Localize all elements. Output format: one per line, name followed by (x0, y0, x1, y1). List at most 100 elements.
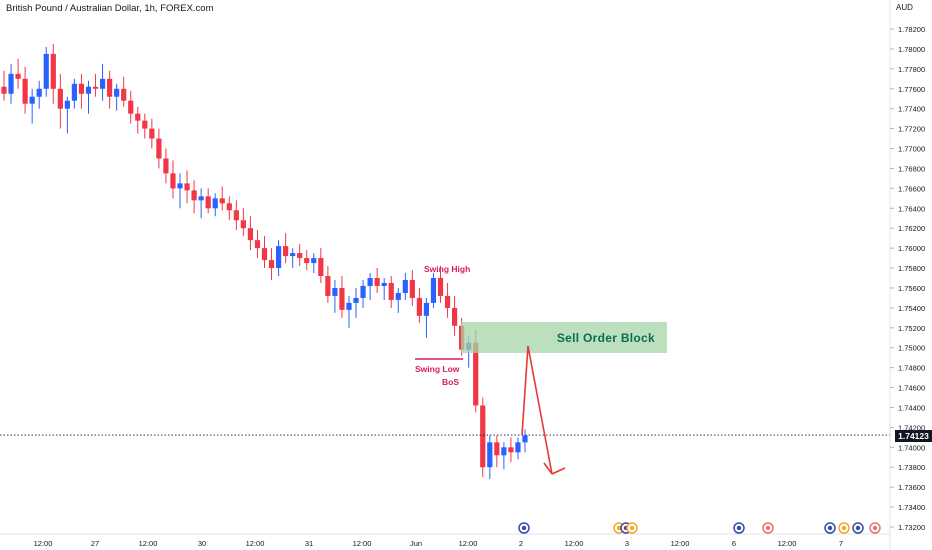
candle-body (318, 258, 324, 277)
candle-body (430, 278, 437, 303)
candle-body (71, 83, 78, 101)
y-tick-label: 1.77800 (898, 65, 925, 74)
candle-body (114, 88, 120, 97)
candle-body (346, 302, 352, 310)
candle-body (43, 53, 49, 89)
candle-body (247, 228, 254, 241)
y-tick-label: 1.77400 (898, 105, 925, 114)
y-tick-label: 1.76800 (898, 164, 925, 173)
candle-body (142, 120, 148, 129)
candle-body (508, 447, 514, 453)
y-tick-label: 1.75600 (898, 284, 925, 293)
y-tick-label: 1.77600 (898, 85, 925, 94)
candle-body (522, 435, 528, 443)
x-tick-label: 31 (305, 539, 313, 548)
candle-body (297, 253, 303, 259)
candle-body (416, 297, 422, 316)
candle-body (451, 307, 458, 326)
y-tick-label: 1.75400 (898, 304, 925, 313)
candle-body (304, 258, 310, 264)
y-tick-label: 1.75800 (898, 264, 925, 273)
candle-body (501, 447, 507, 456)
projection-arrow (521, 345, 553, 475)
x-tick-label: 7 (839, 539, 843, 548)
candle-body (50, 53, 56, 89)
y-tick-label: 1.76000 (898, 244, 925, 253)
candle-body (163, 158, 169, 174)
y-tick-label: 1.75000 (898, 344, 925, 353)
candle-body (254, 240, 261, 249)
bos-label: BoS (442, 377, 459, 387)
candle-body (198, 196, 204, 201)
x-tick-label: 3 (625, 539, 629, 548)
candle-body (121, 88, 127, 101)
candle-body (395, 292, 401, 300)
y-tick-label: 1.74000 (898, 443, 925, 452)
candle-body (283, 246, 289, 257)
candle-body (332, 287, 338, 296)
candle-body (170, 173, 176, 189)
candle-body (494, 442, 500, 456)
x-tick-label: 27 (91, 539, 99, 548)
candle-body (226, 203, 232, 211)
candle-body (473, 342, 479, 406)
x-tick-label: 12:00 (565, 539, 584, 548)
y-tick-label: 1.73400 (898, 503, 925, 512)
economic-events (518, 522, 881, 534)
y-tick-label: 1.74600 (898, 384, 925, 393)
x-axis: 12:00 27 12:00 30 12:00 31 12:00 Jun 12:00 2 12:00… (0, 533, 890, 548)
candle-body (128, 100, 134, 114)
candle-body (107, 78, 113, 97)
x-tick-label: 12:00 (671, 539, 690, 548)
candle-body (156, 138, 162, 159)
arrow-head (543, 462, 553, 475)
candle-body (64, 100, 70, 109)
candle-body (290, 253, 296, 257)
candle-body (177, 183, 183, 189)
candle-body (409, 279, 415, 298)
y-tick-label: 1.74800 (898, 364, 925, 373)
y-tick-label: 1.77200 (898, 125, 925, 134)
candlestick-series (1, 43, 528, 480)
candle-body (78, 83, 85, 94)
y-tick-label: 1.74200 (898, 423, 925, 432)
candle-body (487, 442, 493, 468)
x-tick-label: 12:00 (246, 539, 265, 548)
candle-body (353, 297, 359, 303)
y-tick-label: 1.76600 (898, 184, 925, 193)
x-tick-label: 12:00 (459, 539, 478, 548)
chart-title: British Pound / Australian Dollar, 1h, F… (6, 3, 214, 14)
candle-body (374, 278, 380, 286)
x-tick-label: Jun (410, 539, 422, 548)
candle-body (339, 287, 345, 310)
candle-body (325, 276, 331, 296)
y-tick-label: 1.73600 (898, 483, 925, 492)
y-tick-label: 1.77000 (898, 145, 925, 154)
x-tick-label: 12:00 (778, 539, 797, 548)
y-tick-label: 1.73800 (898, 463, 925, 472)
x-tick-label: 30 (198, 539, 206, 548)
candle-body (1, 86, 7, 94)
currency-label: AUD (896, 3, 913, 12)
y-tick-label: 1.78000 (898, 45, 925, 54)
candle-body (135, 113, 141, 121)
x-tick-label: 12:00 (139, 539, 158, 548)
arrow-head (551, 467, 566, 475)
candle-body (388, 282, 394, 300)
candle-body (240, 220, 246, 229)
candle-body (402, 279, 408, 293)
candle-body (85, 86, 92, 94)
candle-body (92, 86, 99, 89)
candle-body (360, 285, 366, 298)
candle-body (515, 442, 521, 453)
candle-body (205, 196, 211, 209)
candle-body (149, 128, 155, 139)
candle-body (22, 78, 28, 104)
candle-body (261, 248, 268, 261)
y-tick-label: 1.75200 (898, 324, 925, 333)
swing-high-label: Swing High (424, 264, 471, 274)
y-tick-label: 1.76200 (898, 224, 925, 233)
candle-body (423, 302, 430, 316)
x-tick-label: 12:00 (353, 539, 372, 548)
